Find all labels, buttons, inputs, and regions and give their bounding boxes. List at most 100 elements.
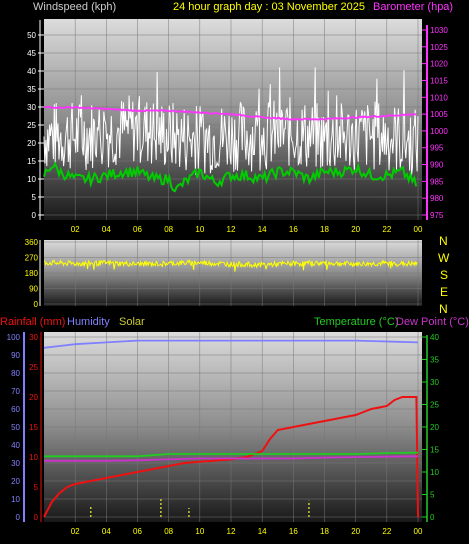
legend-dewpoint: Dew Point (°C) bbox=[396, 316, 469, 328]
y-tick-label-rain: 30 bbox=[29, 333, 38, 342]
y-tick-label-humidity: 10 bbox=[11, 495, 20, 504]
y-tick-label-temp: 20 bbox=[430, 423, 439, 432]
y2-tick-label: 1025 bbox=[430, 43, 448, 52]
x-tick-label: 18 bbox=[320, 225, 329, 234]
x-tick-label: 00 bbox=[414, 225, 423, 234]
wind-series bbox=[43, 67, 419, 193]
y-tick-label: 30 bbox=[27, 103, 36, 112]
y-tick-label-humidity: 100 bbox=[7, 333, 21, 342]
series-line-barometer bbox=[43, 105, 417, 121]
y-tick-label-humidity: 70 bbox=[11, 387, 20, 396]
x-tick-label: 14 bbox=[258, 527, 267, 536]
direction-grid bbox=[44, 240, 422, 306]
x-tick-label: 14 bbox=[258, 225, 267, 234]
direction-axes: 0 90 180 270 360 bbox=[25, 238, 41, 309]
y-tick-label: 25 bbox=[27, 121, 36, 130]
y-tick-label: 35 bbox=[27, 85, 36, 94]
y-tick-label-rain: 25 bbox=[29, 363, 38, 372]
y-tick-label-temp: 30 bbox=[430, 378, 439, 387]
series-line-temperature bbox=[44, 451, 419, 458]
wind-chart-area bbox=[44, 19, 422, 220]
x-tick-label: 02 bbox=[71, 527, 80, 536]
legend-rainfall: Rainfall (mm) bbox=[0, 316, 65, 328]
y2-tick-label: 980 bbox=[430, 194, 444, 203]
y-tick-label: 5 bbox=[32, 193, 37, 202]
x-tick-label: 06 bbox=[133, 225, 142, 234]
y-tick-label-humidity: 50 bbox=[11, 423, 20, 432]
y2-tick-label: 1015 bbox=[430, 76, 448, 85]
wind-axes: 0510152025303540455097598098599099510001… bbox=[27, 20, 448, 234]
x-tick-label: 06 bbox=[133, 527, 142, 536]
y2-tick-label: 995 bbox=[430, 144, 444, 153]
y-tick-label-temp: 25 bbox=[430, 401, 439, 410]
y-tick-label: 180 bbox=[25, 269, 39, 278]
x-tick-label: 04 bbox=[102, 527, 111, 536]
x-tick-label: 16 bbox=[289, 527, 298, 536]
x-tick-label: 08 bbox=[164, 225, 173, 234]
y-tick-label-humidity: 40 bbox=[11, 441, 20, 450]
x-tick-label: 22 bbox=[382, 225, 391, 234]
header-windspeed-label: Windspeed (kph) bbox=[33, 1, 116, 13]
x-tick-label: 12 bbox=[227, 225, 236, 234]
x-tick-label: 12 bbox=[227, 527, 236, 536]
series-line-wind-gust bbox=[43, 67, 419, 176]
y-tick-label: 90 bbox=[29, 285, 38, 294]
y-tick-label-temp: 35 bbox=[430, 356, 439, 365]
compass-label: S bbox=[440, 268, 448, 282]
direction-series bbox=[43, 258, 418, 272]
y-tick-label: 0 bbox=[32, 211, 37, 220]
y-tick-label-humidity: 60 bbox=[11, 405, 20, 414]
compass-labels: N W S E N bbox=[438, 234, 450, 316]
y-tick-label-humidity: 90 bbox=[11, 351, 20, 360]
y2-tick-label: 1000 bbox=[430, 127, 448, 136]
rain-series bbox=[43, 339, 419, 518]
compass-label: W bbox=[438, 251, 450, 265]
compass-label: E bbox=[440, 285, 448, 299]
series-line-dewpoint bbox=[44, 455, 419, 462]
x-tick-label: 08 bbox=[164, 527, 173, 536]
y-tick-label: 45 bbox=[27, 49, 36, 58]
y2-tick-label: 990 bbox=[430, 161, 444, 170]
x-tick-label: 16 bbox=[289, 225, 298, 234]
y-tick-label: 10 bbox=[27, 175, 36, 184]
y-tick-label-humidity: 20 bbox=[11, 477, 20, 486]
y-tick-label: 50 bbox=[27, 31, 36, 40]
y-tick-label-temp: 40 bbox=[430, 333, 439, 342]
y-tick-label: 40 bbox=[27, 67, 36, 76]
legend-humidity: Humidity bbox=[67, 316, 110, 328]
x-tick-label: 00 bbox=[414, 527, 423, 536]
y-tick-label-temp: 0 bbox=[430, 513, 435, 522]
rain-axes: 0102030405060708090100051015202530051015… bbox=[7, 332, 439, 536]
y-tick-label-temp: 15 bbox=[430, 446, 439, 455]
y2-tick-label: 985 bbox=[430, 177, 444, 186]
x-tick-label: 04 bbox=[102, 225, 111, 234]
x-tick-label: 20 bbox=[351, 527, 360, 536]
x-tick-label: 10 bbox=[195, 225, 204, 234]
header-barometer-label: Barometer (hpa) bbox=[373, 1, 453, 13]
x-tick-label: 10 bbox=[195, 527, 204, 536]
y2-tick-label: 975 bbox=[430, 211, 444, 220]
series-line-humidity bbox=[43, 339, 419, 349]
compass-label: N bbox=[439, 302, 448, 316]
x-tick-label: 20 bbox=[351, 225, 360, 234]
y-tick-label-rain: 0 bbox=[34, 513, 39, 522]
compass-label: N bbox=[439, 234, 448, 248]
y-tick-label-rain: 5 bbox=[34, 483, 39, 492]
y2-tick-label: 1030 bbox=[430, 26, 448, 35]
y2-tick-label: 1020 bbox=[430, 60, 448, 69]
y2-tick-label: 1010 bbox=[430, 93, 448, 102]
y-tick-label-rain: 15 bbox=[29, 423, 38, 432]
y-tick-label-rain: 20 bbox=[29, 393, 38, 402]
rain-grid bbox=[44, 332, 422, 522]
y-tick-label-humidity: 30 bbox=[11, 459, 20, 468]
y2-tick-label: 1005 bbox=[430, 110, 448, 119]
legend-temperature: Temperature (°C) bbox=[314, 316, 398, 328]
y-tick-label: 360 bbox=[25, 238, 39, 247]
y-tick-label-temp: 10 bbox=[430, 468, 439, 477]
x-tick-label: 02 bbox=[71, 225, 80, 234]
series-line-wind-direction bbox=[43, 258, 418, 272]
y-tick-label-humidity: 0 bbox=[16, 513, 21, 522]
y-tick-label: 0 bbox=[34, 300, 39, 309]
y-tick-label: 270 bbox=[25, 254, 39, 263]
